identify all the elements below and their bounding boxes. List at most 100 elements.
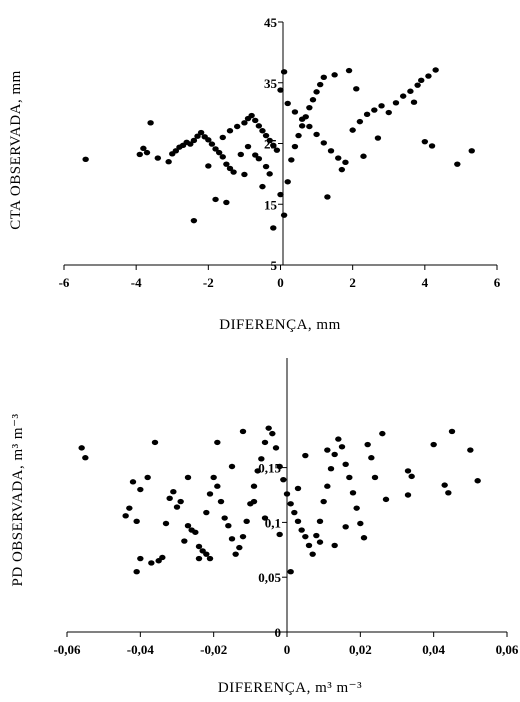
data-point xyxy=(428,143,436,149)
data-point xyxy=(277,191,284,198)
data-point xyxy=(338,166,346,173)
data-point xyxy=(137,486,144,493)
data-point xyxy=(230,169,237,175)
data-point xyxy=(241,171,248,178)
data-point xyxy=(259,183,266,190)
data-point xyxy=(316,539,324,545)
data-point xyxy=(82,156,89,162)
data-point xyxy=(327,148,335,154)
x-axis-label-pd-text: DIFERENÇA, m³ m⁻³ xyxy=(218,680,362,696)
data-point xyxy=(324,447,331,453)
data-point xyxy=(208,141,216,147)
data-point xyxy=(291,509,298,516)
data-point xyxy=(228,536,236,542)
data-point xyxy=(137,555,144,562)
x-tick-label: 0 xyxy=(284,642,291,657)
data-point xyxy=(467,447,474,453)
y-axis-label-cta: CTA OBSERVADA, mm xyxy=(8,70,24,230)
data-point xyxy=(165,159,172,165)
data-point xyxy=(298,527,305,533)
data-point xyxy=(468,148,475,154)
data-point xyxy=(353,86,360,92)
data-point xyxy=(212,196,219,203)
data-point xyxy=(474,478,481,484)
data-point xyxy=(320,140,327,146)
data-point xyxy=(239,428,247,435)
data-point xyxy=(291,143,299,150)
data-point xyxy=(320,498,327,505)
x-tick-label: -0,06 xyxy=(53,642,81,657)
data-point xyxy=(195,543,203,550)
data-point xyxy=(280,212,288,218)
data-point xyxy=(255,123,263,129)
data-point xyxy=(237,151,245,158)
x-tick-label: -6 xyxy=(59,275,70,290)
data-point xyxy=(371,107,378,113)
data-point xyxy=(280,476,287,483)
x-tick-label: -0,04 xyxy=(127,642,155,657)
data-point xyxy=(270,142,277,149)
data-point xyxy=(212,146,219,152)
data-point xyxy=(305,542,313,549)
data-point xyxy=(342,461,349,468)
data-point xyxy=(262,163,270,170)
data-point xyxy=(136,151,143,158)
data-point xyxy=(357,520,364,527)
data-point xyxy=(221,515,228,521)
data-point xyxy=(363,111,371,118)
data-point xyxy=(162,520,170,527)
data-point xyxy=(441,482,448,488)
data-point xyxy=(255,155,263,162)
data-point xyxy=(342,524,349,530)
data-point xyxy=(295,132,302,139)
data-point xyxy=(309,551,316,557)
data-point xyxy=(232,551,239,557)
x-tick-label: 0,04 xyxy=(422,642,445,657)
data-point xyxy=(298,116,306,122)
data-point xyxy=(144,474,151,481)
x-tick-label: 2 xyxy=(349,275,356,290)
data-point xyxy=(219,154,226,160)
data-point xyxy=(345,67,353,74)
data-point xyxy=(259,128,266,134)
data-point xyxy=(425,73,432,79)
data-point xyxy=(379,430,386,437)
data-point xyxy=(206,491,214,497)
data-point xyxy=(148,560,155,566)
data-point xyxy=(206,555,214,562)
data-point xyxy=(421,138,429,145)
data-point xyxy=(133,569,140,575)
data-point xyxy=(288,157,295,163)
chart-pd: -0,06 -0,04 -0,02 0 0,02 0,04 0,06 0 0,05 0,1 0,1… xyxy=(10,358,519,696)
data-point xyxy=(364,441,371,448)
data-point xyxy=(177,498,184,505)
y-tick-label: 15 xyxy=(264,197,278,212)
data-point xyxy=(410,99,418,105)
data-point xyxy=(320,74,327,80)
data-point xyxy=(78,445,85,451)
data-point xyxy=(385,109,392,116)
data-point xyxy=(254,468,261,474)
x-tick-label: 0,06 xyxy=(496,642,519,657)
data-point xyxy=(214,483,221,489)
data-point xyxy=(197,129,205,136)
data-point xyxy=(219,134,226,141)
data-point xyxy=(284,100,291,107)
data-point xyxy=(331,542,338,549)
x-axis-label-cta: DIFERENÇA, mm xyxy=(219,317,341,333)
data-point xyxy=(261,515,269,521)
data-point xyxy=(210,474,217,481)
data-point xyxy=(378,103,385,109)
data-point xyxy=(252,152,259,158)
data-point xyxy=(225,522,232,529)
data-point xyxy=(368,455,375,461)
y-tick-label: 35 xyxy=(264,76,278,91)
data-point xyxy=(302,533,309,540)
data-point xyxy=(192,529,199,535)
data-point xyxy=(283,491,291,497)
data-point xyxy=(215,149,223,156)
data-point xyxy=(273,147,281,153)
data-point xyxy=(250,483,258,489)
data-point xyxy=(226,128,234,134)
